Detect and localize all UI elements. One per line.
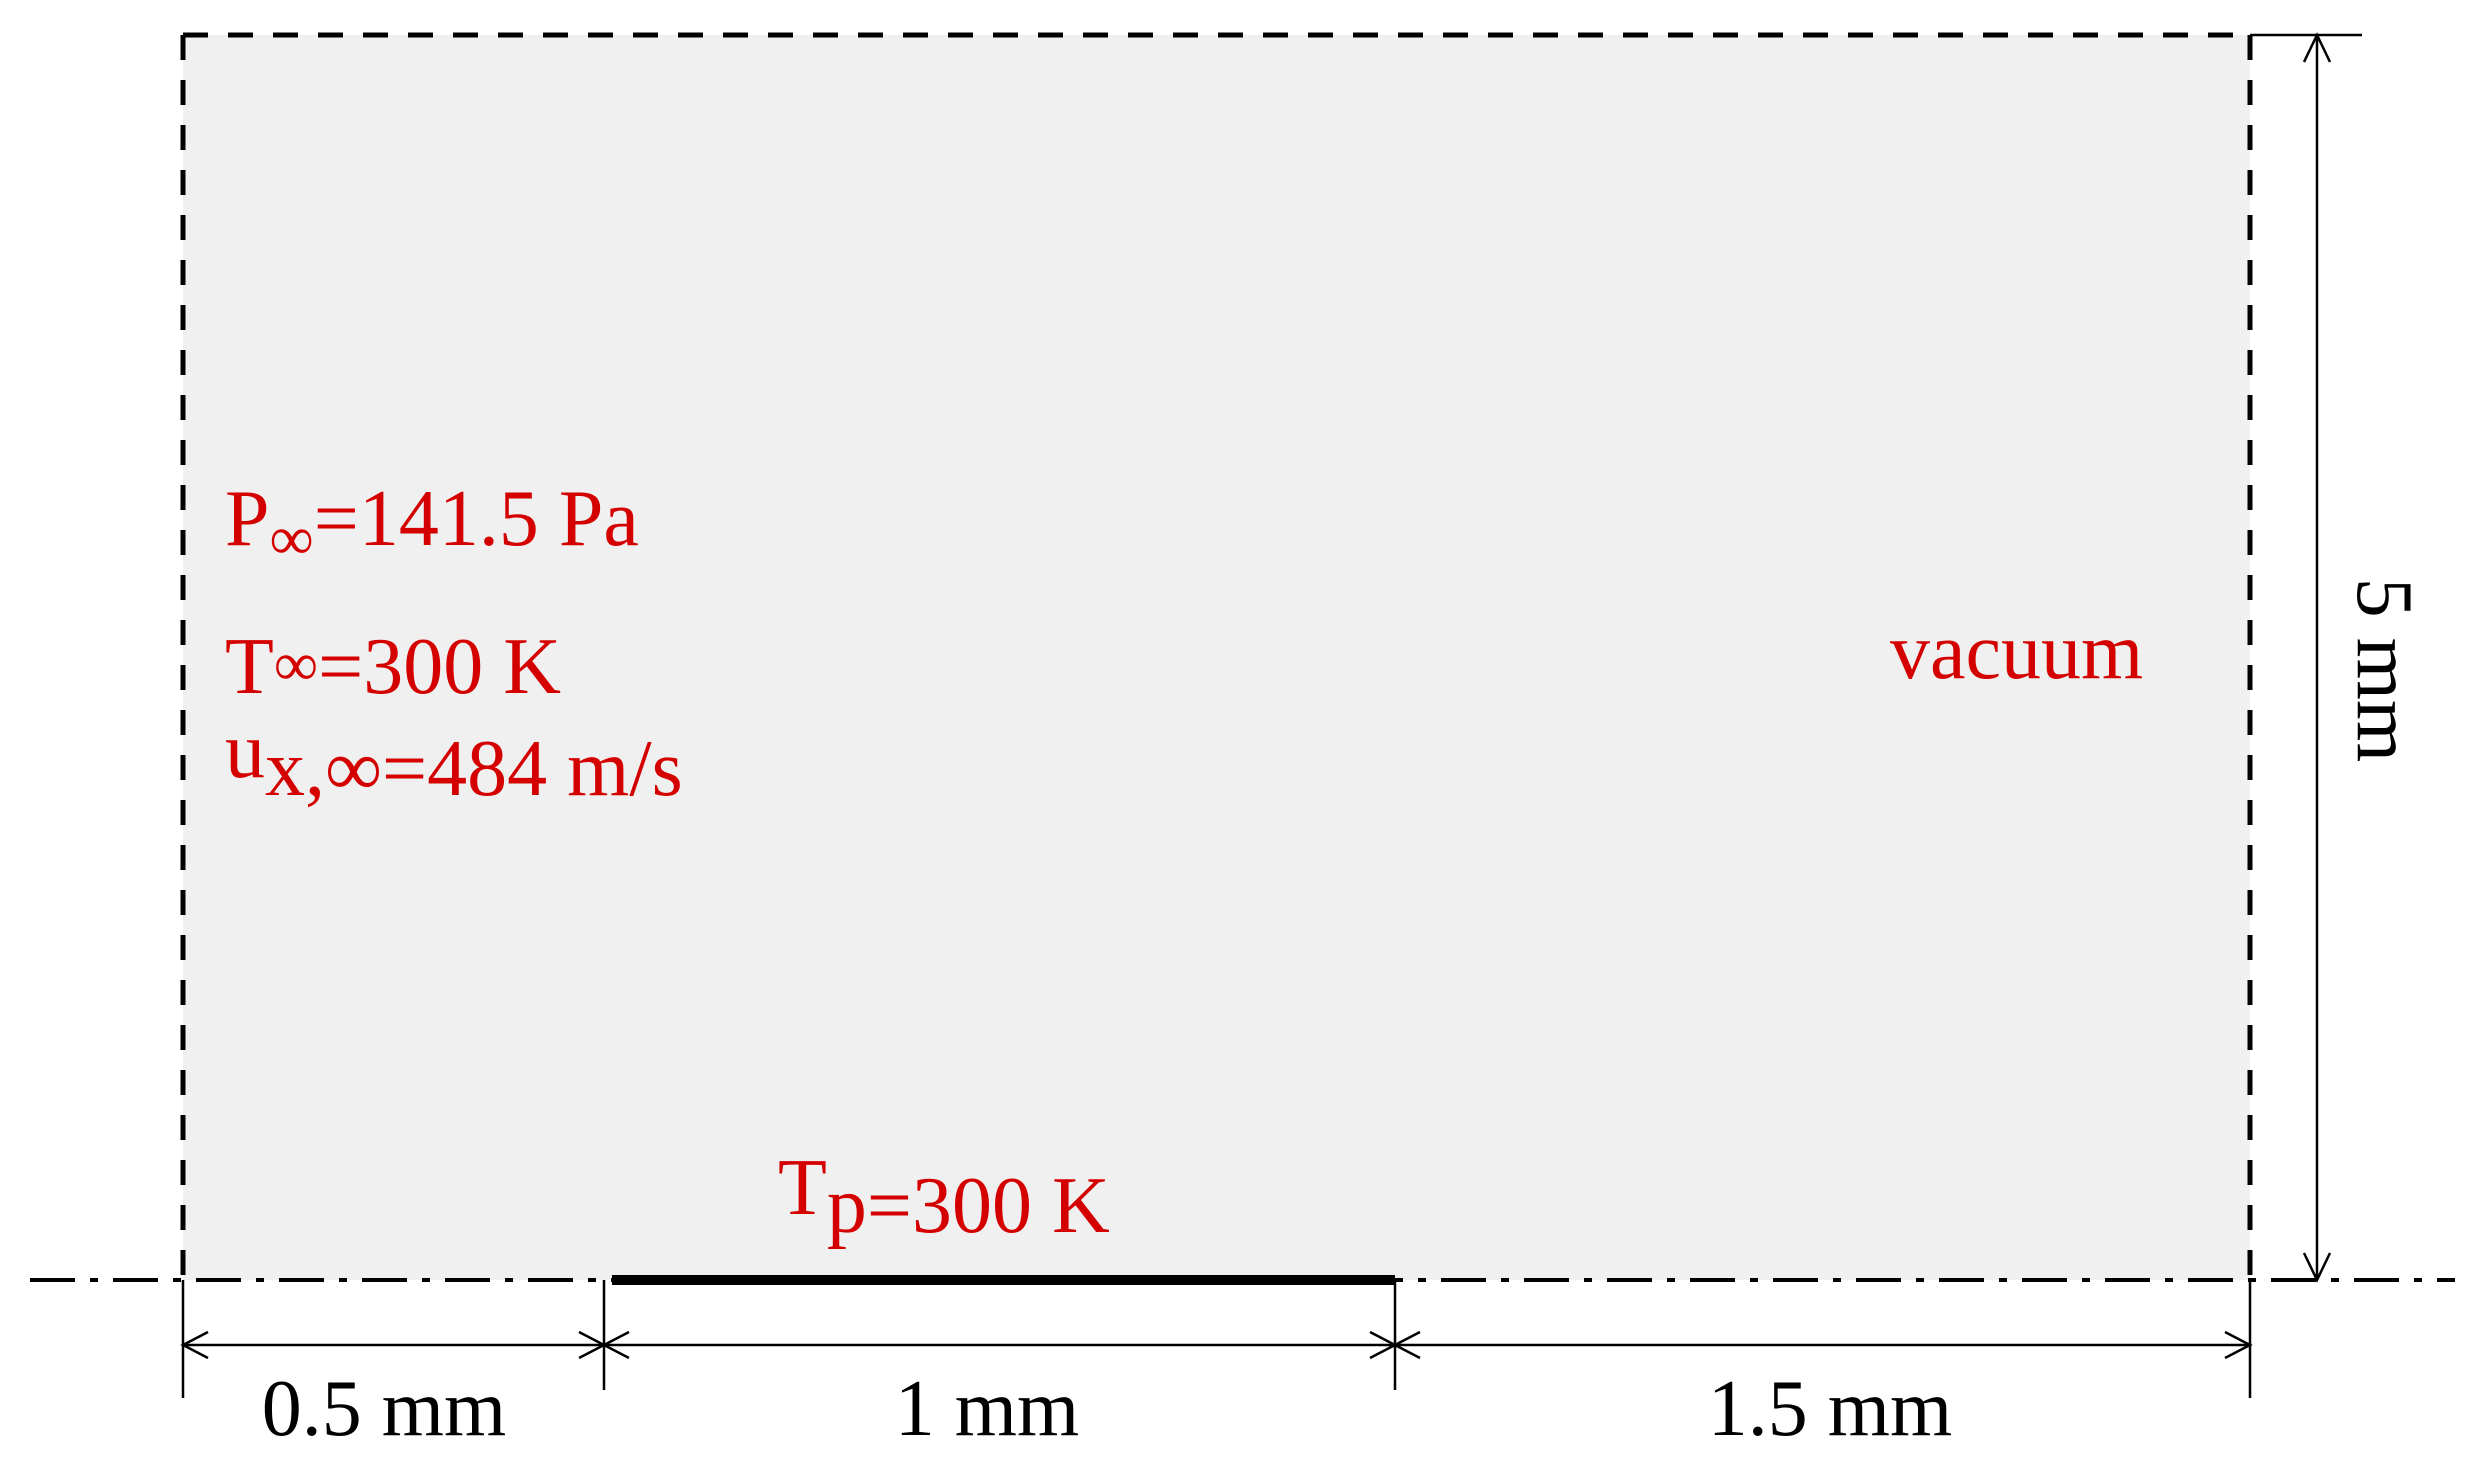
plate-temperature-subscript: p: [827, 1162, 867, 1250]
plate-temperature-symbol: T: [778, 1144, 827, 1232]
velocity-symbol: u: [225, 707, 265, 795]
arrow-height-bottom: [2302, 1252, 2332, 1283]
pressure-value: =141.5 Pa: [314, 475, 639, 563]
temperature-subscript: ∞: [274, 631, 318, 699]
label-velocity: ux,∞=484 m/s: [225, 707, 683, 813]
plate-temperature-value: =300 K: [867, 1162, 1110, 1250]
arrow-height-top: [2302, 32, 2332, 63]
arrow-upstream-left: [180, 1330, 209, 1360]
velocity-subscript: x,∞: [265, 725, 382, 813]
pressure-symbol: P: [225, 475, 270, 563]
dim-label-downstream: 1.5 mm: [1708, 1365, 1952, 1453]
label-vacuum: vacuum: [1890, 608, 2143, 696]
label-temperature: T∞=300 K: [225, 623, 561, 711]
label-pressure: P∞=141.5 Pa: [225, 475, 639, 573]
dim-label-height: 5 mm: [2340, 578, 2428, 762]
velocity-value: =484 m/s: [382, 725, 683, 813]
temperature-symbol: T: [225, 623, 274, 711]
arrow-plate-left: [601, 1330, 630, 1360]
label-plate-temperature: Tp=300 K: [778, 1144, 1110, 1250]
temperature-value: =300 K: [318, 623, 561, 711]
dim-label-upstream: 0.5 mm: [262, 1365, 506, 1453]
domain-area: [183, 35, 2250, 1280]
arrow-downstream-left: [1392, 1330, 1421, 1360]
arrow-downstream-right: [2224, 1330, 2253, 1360]
pressure-subscript: ∞: [270, 505, 314, 573]
dim-label-plate: 1 mm: [895, 1365, 1079, 1453]
